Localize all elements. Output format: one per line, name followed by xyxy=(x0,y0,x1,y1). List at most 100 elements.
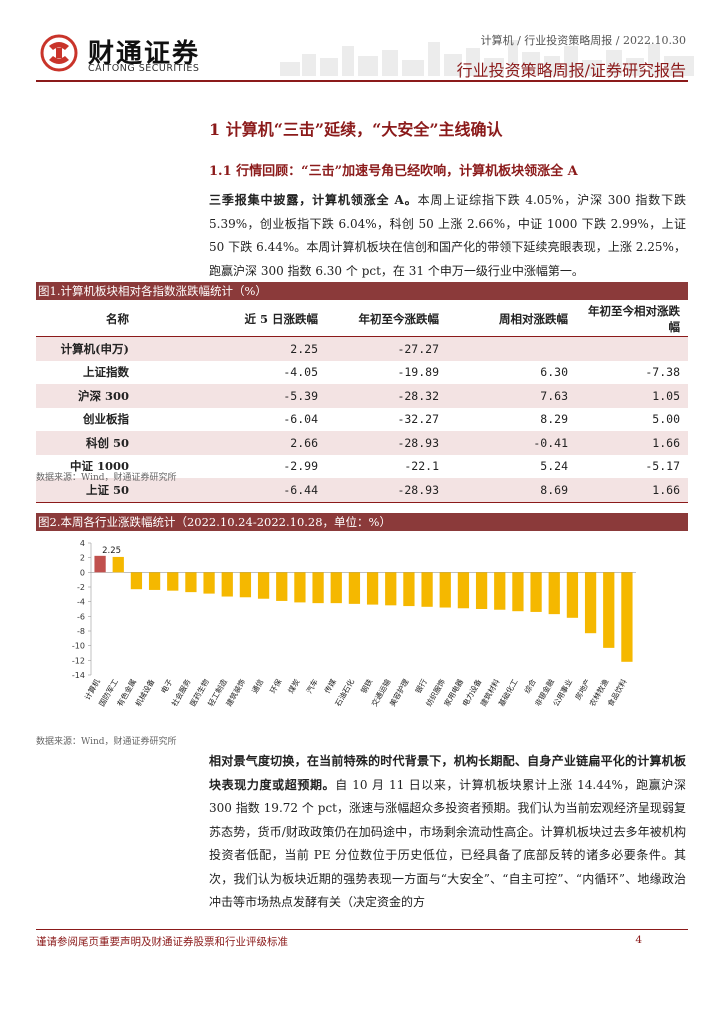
table-cell: 中证 1000 xyxy=(69,459,129,474)
chart-bar xyxy=(621,572,633,662)
y-tick-label: -2 xyxy=(77,583,85,592)
table-row: 创业板指 -6.04 -32.27 8.29 5.00 xyxy=(36,408,688,432)
table-cell: 上证 50 xyxy=(36,478,137,503)
paragraph-body: 本周上证综指下跌 4.05%，沪深 300 指数下跌 5.39%，创业板指下跌 … xyxy=(209,193,686,278)
table-row: 上证指数 -4.05 -19.89 6.30 -7.38 xyxy=(36,361,688,385)
y-tick-label: -12 xyxy=(72,656,85,665)
chart-source-note: 数据来源：Wind，财通证券研究所 xyxy=(36,737,177,747)
chart-bar xyxy=(167,572,179,591)
table-cell: -28.93 xyxy=(326,478,447,503)
column-header: 名称 xyxy=(36,302,137,337)
table-cell xyxy=(447,336,576,361)
table-cell: 科创 50 xyxy=(36,431,137,455)
y-tick-label: 0 xyxy=(80,568,85,577)
chart-bar xyxy=(475,572,488,609)
table-row: 中证 1000 -2.99 -22.1 5.24 -5.17 xyxy=(36,455,688,479)
paragraph-market-review: 三季报集中披露，计算机领涨全 A。本周上证综指下跌 4.05%，沪深 300 指… xyxy=(209,189,686,283)
column-header: 近 5 日涨跌幅 xyxy=(137,302,326,337)
x-tick-label: 电子 xyxy=(158,677,174,695)
chart-bar xyxy=(257,572,270,599)
table-cell: 创业板指 xyxy=(83,412,129,427)
table-cell: 1.05 xyxy=(576,384,688,408)
table-cell: 5.24 xyxy=(540,459,568,474)
table-cell: -27.27 xyxy=(326,336,447,361)
x-tick-label: 综合 xyxy=(522,677,538,695)
table-cell: -28.32 xyxy=(326,384,447,408)
y-tick-label: 4 xyxy=(80,539,85,548)
table-cell: -19.89 xyxy=(397,365,439,380)
chart-bar xyxy=(294,572,306,603)
table-cell: 沪深 300 xyxy=(36,384,137,408)
chart-bar xyxy=(276,572,288,601)
table-cell: -6.44 xyxy=(137,478,326,503)
header-divider xyxy=(36,80,688,82)
chart-bar xyxy=(312,572,324,604)
chart-bar xyxy=(221,572,233,597)
table-cell: 8.69 xyxy=(447,478,576,503)
chart-bar xyxy=(439,572,451,608)
data-label: 2.25 xyxy=(102,546,121,556)
y-tick-label: -4 xyxy=(77,598,85,607)
x-tick-label: 钢铁 xyxy=(358,677,374,695)
x-tick-label: 环保 xyxy=(268,677,284,695)
chart-bar xyxy=(512,572,524,612)
column-header: 周相对涨跌幅 xyxy=(447,302,576,337)
y-tick-label: -8 xyxy=(77,627,85,636)
table-cell: 2.25 xyxy=(137,336,326,361)
table-cell: -5.39 xyxy=(137,384,326,408)
table-cell: -22.1 xyxy=(404,459,439,474)
chart-bar xyxy=(603,572,615,648)
chart-bar xyxy=(94,555,106,573)
x-tick-label: 银行 xyxy=(413,677,429,695)
table-cell: 计算机(申万) xyxy=(36,336,137,361)
caitong-logo-icon xyxy=(40,34,78,72)
figure1-title: 图1.计算机板块相对各指数涨跌幅统计（%） xyxy=(36,282,688,300)
chart-bar xyxy=(385,572,397,606)
x-tick-label: 房地产 xyxy=(572,677,592,701)
chart-bar xyxy=(403,572,415,607)
chart-bar xyxy=(112,556,124,573)
table-cell: -2.99 xyxy=(283,459,318,474)
table-cell: 2.66 xyxy=(137,431,326,455)
table-row: 科创 50 2.66 -28.93 -0.41 1.66 xyxy=(36,431,688,455)
table-row: 沪深 300 -5.39 -28.32 7.63 1.05 xyxy=(36,384,688,408)
table-cell: 1.66 xyxy=(576,478,688,503)
chart-bar xyxy=(457,572,470,609)
table-cell: -6.04 xyxy=(283,412,318,427)
chart-bar xyxy=(530,572,542,612)
report-type: 行业投资策略周报/证券研究报告 xyxy=(456,61,686,80)
table-cell: -5.17 xyxy=(645,459,680,474)
logo-text: 财通证券 xyxy=(88,39,201,69)
chart-bar xyxy=(203,572,215,594)
table-row: 上证 50 -6.44 -28.93 8.69 1.66 xyxy=(36,478,688,503)
table-cell: 7.63 xyxy=(447,384,576,408)
table-cell: -0.41 xyxy=(447,431,576,455)
table-cell: -32.27 xyxy=(397,412,439,427)
chart-bar xyxy=(239,572,252,598)
chart-bar xyxy=(421,572,433,607)
table-cell: 5.00 xyxy=(652,412,680,427)
y-tick-label: 2 xyxy=(80,554,85,563)
table-cell: -28.93 xyxy=(326,431,447,455)
table-cell: 上证指数 xyxy=(83,365,129,380)
table-cell: 8.29 xyxy=(540,412,568,427)
x-tick-label: 煤炭 xyxy=(285,677,301,695)
table-cell: 1.66 xyxy=(576,431,688,455)
chart-bar xyxy=(366,572,379,605)
paragraph-body: 自 10 月 11 日以来，计算机板块累计上涨 14.44%，跑赢沪深 300 … xyxy=(209,777,686,910)
y-tick-label: -6 xyxy=(77,612,85,621)
report-meta: 计算机 / 行业投资策略周报 / 2022.10.30 xyxy=(480,34,686,47)
subsection-heading: 1.1 行情回顾：“三击”加速号角已经吹响，计算机板块领涨全 A xyxy=(209,164,578,179)
table-source-note: 数据来源：Wind，财通证券研究所 xyxy=(36,473,177,483)
chart-bar xyxy=(148,572,161,590)
footer-disclaimer: 谨请参阅尾页重要声明及财通证券股票和行业评级标准 xyxy=(36,936,288,948)
table-cell xyxy=(576,336,688,361)
figure2-title: 图2.本周各行业涨跌幅统计（2022.10.24-2022.10.28，单位：%… xyxy=(36,513,688,531)
table-cell: -7.38 xyxy=(645,365,680,380)
chart-bar xyxy=(185,572,197,593)
paragraph-outlook: 相对景气度切换，在当前特殊的时代背景下，机构长期配、自身产业链扁平化的计算机板块… xyxy=(209,750,686,915)
paragraph-lead: 相对景气度切换，在当前特殊的时代背景下，机构长期配、自身产业链扁平化的计算机板块… xyxy=(209,754,686,792)
table-cell: -4.05 xyxy=(283,365,318,380)
x-tick-label: 汽车 xyxy=(304,677,320,695)
